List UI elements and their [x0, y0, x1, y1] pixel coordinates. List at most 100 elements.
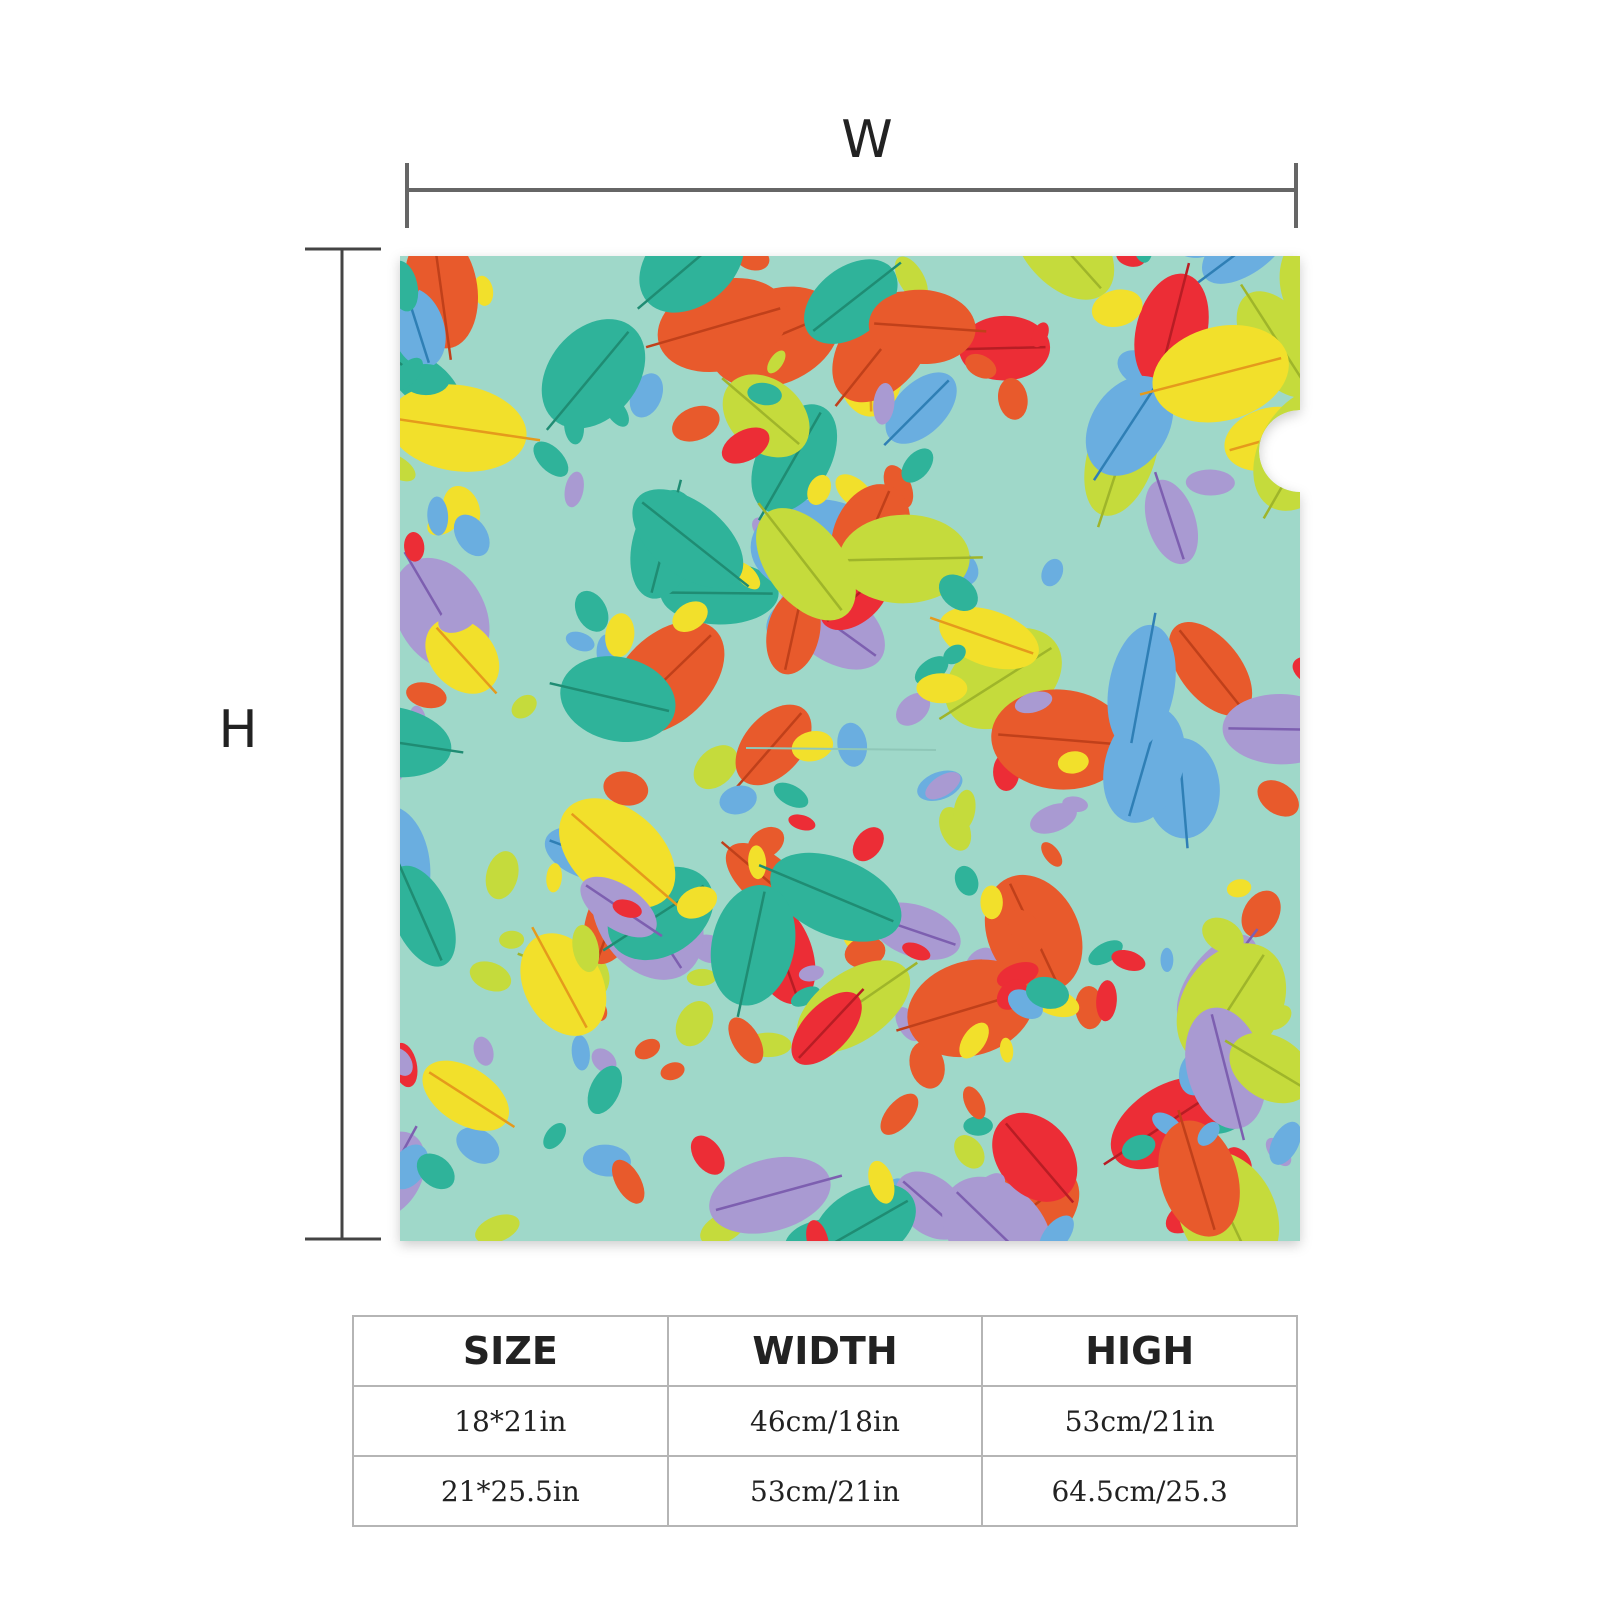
leaf [632, 489, 750, 588]
leaf [880, 1093, 919, 1135]
leaf [758, 852, 902, 942]
leaf [721, 427, 770, 464]
leaf [400, 856, 456, 967]
leaf [805, 1183, 916, 1241]
leaf [868, 289, 987, 365]
leaf [1185, 469, 1235, 496]
leaf [1055, 1239, 1089, 1271]
leaf [1195, 256, 1291, 285]
leaf [1096, 980, 1117, 1022]
leaf [844, 936, 886, 968]
leaf [1057, 751, 1089, 774]
leaf [427, 496, 449, 536]
leaf [1158, 1109, 1240, 1237]
leaf [456, 1127, 500, 1164]
leaf [611, 1159, 645, 1204]
leaf [675, 1000, 714, 1047]
leaf [574, 590, 609, 632]
leaf [735, 704, 812, 789]
leaf [603, 771, 649, 806]
leaf [587, 1065, 623, 1115]
leaf [400, 1048, 413, 1076]
leaf [400, 452, 416, 482]
leaf [791, 988, 865, 1065]
leaf [473, 275, 494, 306]
leaf [400, 260, 419, 312]
cell: 21*25.5in [352, 1455, 669, 1527]
leaf [873, 382, 895, 425]
leaf [999, 1037, 1014, 1063]
leaf [564, 407, 585, 445]
leaf [1091, 289, 1143, 327]
leaf [565, 631, 595, 652]
leaf [473, 1036, 494, 1066]
leaf [1039, 1215, 1074, 1241]
leaf [546, 863, 562, 893]
width-label: W [841, 110, 892, 170]
leaf [709, 1156, 843, 1234]
leaf [485, 851, 519, 900]
size-table: SIZE WIDTH HIGH 18*21in 46cm/18in 53cm/2… [352, 1315, 1298, 1527]
leaf [660, 1062, 685, 1081]
leaf [710, 885, 796, 1018]
leaf [798, 965, 824, 982]
leaf [909, 1041, 945, 1089]
leaf [549, 656, 676, 743]
leaf [1257, 780, 1299, 817]
leaf [572, 924, 600, 973]
leaf [1241, 890, 1281, 938]
header-cell: SIZE [352, 1315, 669, 1387]
leaf [469, 961, 512, 992]
leaf [1111, 949, 1146, 972]
leaf [690, 1135, 725, 1175]
leaf [564, 471, 584, 508]
leaf [1075, 986, 1104, 1030]
leaf [953, 789, 976, 831]
leaf [400, 357, 423, 391]
leaf [996, 961, 1039, 989]
leaf [747, 382, 782, 406]
leaf [773, 782, 809, 808]
leaf [1269, 1121, 1300, 1165]
leaf [1014, 691, 1053, 714]
leaf [686, 968, 717, 987]
leaf [902, 942, 931, 961]
leaf [1107, 612, 1176, 750]
leaf [883, 372, 957, 447]
cell: 18*21in [352, 1385, 669, 1457]
leaf [1008, 909, 1045, 952]
leaf [719, 785, 757, 815]
leaf [901, 448, 934, 483]
row: 18*21in 46cm/18in 53cm/21in [352, 1385, 1298, 1457]
leaf [533, 441, 569, 477]
leaf [1197, 1121, 1220, 1146]
leaf [1041, 842, 1063, 867]
cell: 53cm/21in [981, 1385, 1298, 1457]
leaf [916, 673, 968, 704]
leaf [400, 1144, 429, 1190]
leaf [788, 814, 816, 831]
leaf [1088, 940, 1123, 966]
header-cell: WIDTH [666, 1315, 984, 1387]
leaf [807, 474, 832, 505]
height-label: H [218, 700, 257, 760]
leaf [1202, 917, 1244, 954]
leaf [416, 1153, 455, 1190]
leaf [938, 574, 978, 612]
seam [745, 747, 937, 751]
leaf [511, 694, 537, 719]
leaf [838, 514, 983, 604]
leaf [1031, 322, 1049, 348]
leaf [422, 1060, 516, 1131]
leaf [852, 827, 884, 862]
leaf [634, 1038, 661, 1060]
leaf [734, 256, 770, 271]
leaf [1012, 256, 1115, 300]
leaf [543, 1122, 567, 1150]
leaf [965, 353, 997, 379]
leaf [612, 899, 642, 918]
leaf [767, 350, 786, 374]
leaf [791, 730, 834, 762]
leaf [954, 865, 979, 896]
